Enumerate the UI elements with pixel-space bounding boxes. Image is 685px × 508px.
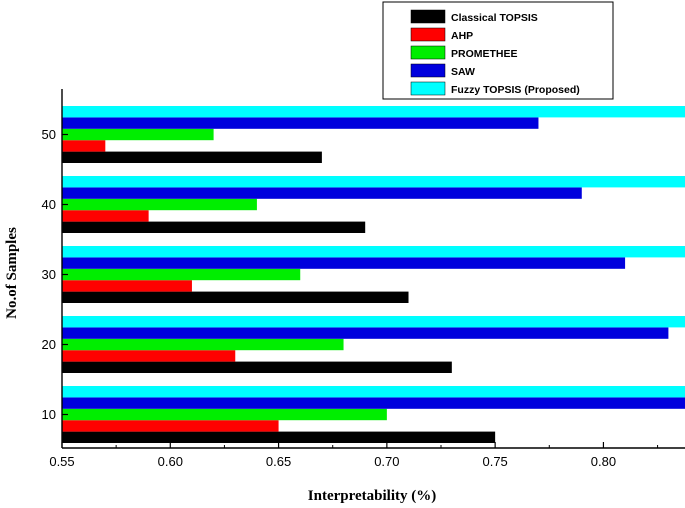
bar-ahp-20 xyxy=(62,350,236,362)
bar-ahp-30 xyxy=(62,280,192,292)
y-tick-label: 10 xyxy=(42,407,56,422)
bar-fuzzy-topsis-proposed-40 xyxy=(62,176,685,188)
y-tick-label: 30 xyxy=(42,267,56,282)
bar-saw-20 xyxy=(62,327,669,339)
legend: Classical TOPSIS AHP PROMETHEE SAW Fuzzy TOP… xyxy=(382,1,614,100)
y-tick-label: 40 xyxy=(42,197,56,212)
x-tick-label: 0.60 xyxy=(158,454,183,469)
legend-label: SAW xyxy=(451,66,475,78)
legend-swatch xyxy=(410,63,446,78)
x-tick-label: 0.70 xyxy=(374,454,399,469)
bar-saw-50 xyxy=(62,117,539,129)
bar-promethee-50 xyxy=(62,128,214,141)
bar-promethee-30 xyxy=(62,268,301,281)
bar-fuzzy-topsis-proposed-50 xyxy=(62,106,685,118)
y-axis-title: No.of Samples xyxy=(4,227,20,319)
axes xyxy=(61,89,685,449)
legend-label: Classical TOPSIS xyxy=(451,12,538,24)
x-tick-label: 0.65 xyxy=(266,454,291,469)
x-axis-title: Interpretability (%) xyxy=(308,488,436,504)
bar-ahp-50 xyxy=(62,140,106,152)
legend-swatch xyxy=(410,81,446,96)
bar-layer xyxy=(62,106,685,443)
bar-fuzzy-topsis-proposed-20 xyxy=(62,316,685,328)
legend-label: PROMETHEE xyxy=(451,48,518,60)
bar-promethee-20 xyxy=(62,338,344,351)
bar-promethee-10 xyxy=(62,408,387,421)
bar-classical-topsis-40 xyxy=(62,221,366,233)
y-axis-ticks: 10 20 30 40 50 xyxy=(42,127,68,422)
legend-swatch xyxy=(410,27,446,42)
legend-label: Fuzzy TOPSIS (Proposed) xyxy=(451,84,580,96)
y-tick-label: 20 xyxy=(42,337,56,352)
legend-swatch xyxy=(410,9,446,24)
legend-swatch xyxy=(410,45,446,60)
bar-saw-10 xyxy=(62,397,685,409)
bar-classical-topsis-50 xyxy=(62,151,322,163)
bar-classical-topsis-30 xyxy=(62,291,409,303)
legend-label: AHP xyxy=(451,30,473,42)
y-tick-label: 50 xyxy=(42,127,56,142)
x-axis-ticks: 0.550.600.650.700.750.800.850.90 xyxy=(49,442,659,469)
bar-ahp-10 xyxy=(62,420,279,432)
bar-classical-topsis-20 xyxy=(62,361,452,373)
x-tick-label: 0.80 xyxy=(591,454,616,469)
bar-ahp-40 xyxy=(62,210,149,222)
bar-saw-40 xyxy=(62,187,582,199)
bar-promethee-40 xyxy=(62,198,257,211)
bar-fuzzy-topsis-proposed-10 xyxy=(62,386,685,398)
bar-classical-topsis-10 xyxy=(62,431,496,443)
bar-fuzzy-topsis-proposed-30 xyxy=(62,246,685,258)
x-tick-label: 0.75 xyxy=(482,454,507,469)
bar-saw-30 xyxy=(62,257,626,269)
x-tick-label: 0.55 xyxy=(49,454,74,469)
